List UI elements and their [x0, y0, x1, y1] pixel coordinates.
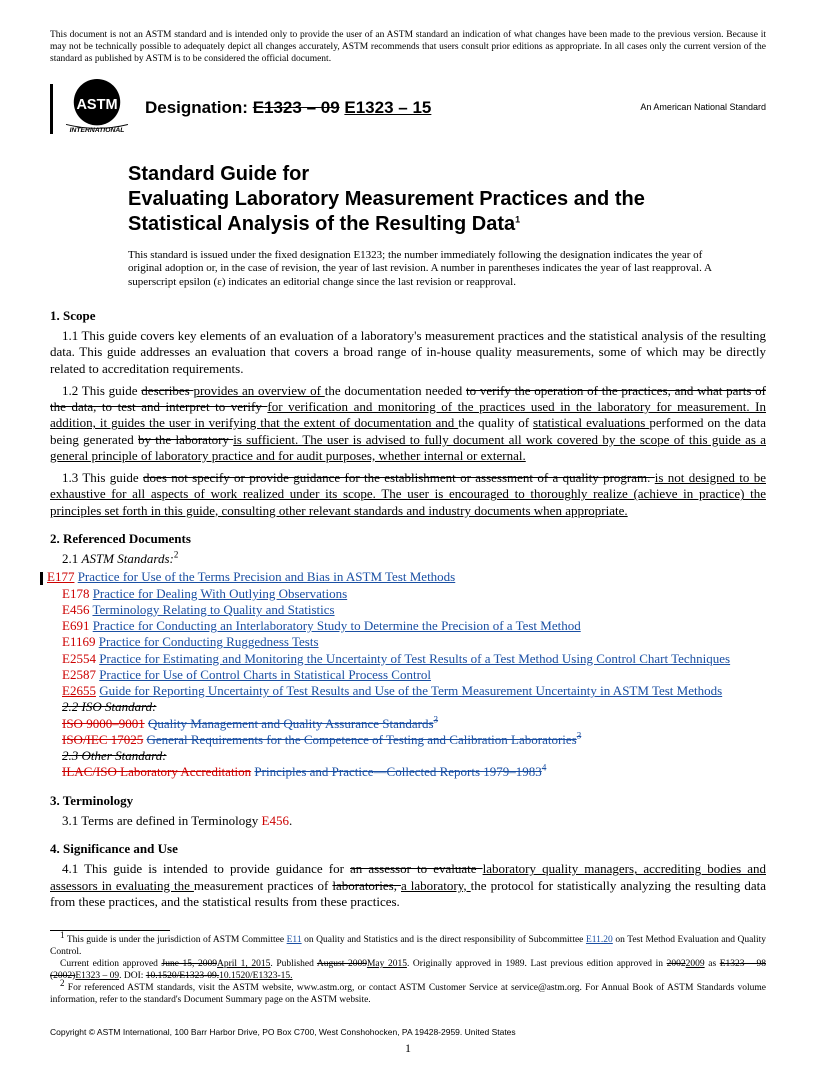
ref-iso9000: ISO 9000–9001 Quality Management and Qua… — [62, 716, 766, 732]
disclaimer-note: This document is not an ASTM standard an… — [50, 30, 766, 66]
header-row: ASTM INTERNATIONAL Designation: E1323 – … — [50, 78, 766, 138]
footnote-2: 2 For referenced ASTM standards, visit t… — [50, 983, 766, 1007]
section-4-head: 4. Significance and Use — [50, 841, 766, 857]
ref-2-2-head: 2.2 ISO Standard: — [62, 699, 766, 715]
footnote-rule — [50, 930, 170, 931]
para-1-3: 1.3 This guide does not specify or provi… — [50, 470, 766, 519]
para-1-2: 1.2 This guide describes provides an ove… — [50, 383, 766, 464]
astm-logo: ASTM INTERNATIONAL — [63, 78, 131, 138]
ref-iso17025: ISO/IEC 17025 General Requirements for t… — [62, 732, 766, 748]
ref-e2587: E2587 Practice for Use of Control Charts… — [62, 667, 766, 683]
document-title: Standard Guide for Evaluating Laboratory… — [128, 162, 766, 237]
ref-e1169: E1169 Practice for Conducting Ruggedness… — [62, 634, 766, 650]
ref-e2554: E2554 Practice for Estimating and Monito… — [62, 651, 766, 667]
issuance-note: This standard is issued under the fixed … — [128, 249, 726, 290]
para-1-1: 1.1 This guide covers key elements of an… — [50, 328, 766, 377]
section-2-head: 2. Referenced Documents — [50, 531, 766, 547]
svg-text:INTERNATIONAL: INTERNATIONAL — [70, 127, 125, 134]
ref-e691: E691 Practice for Conducting an Interlab… — [62, 618, 766, 634]
ref-e456: E456 Terminology Relating to Quality and… — [62, 602, 766, 618]
para-2-1: 2.1 ASTM Standards:2 — [50, 551, 766, 567]
ref-e178: E178 Practice for Dealing With Outlying … — [62, 586, 766, 602]
ref-e2655: E2655 Guide for Reporting Uncertainty of… — [62, 683, 766, 699]
page-number: 1 — [50, 1041, 766, 1056]
designation: Designation: E1323 – 09 E1323 – 15 — [145, 97, 431, 118]
section-1-head: 1. Scope — [50, 308, 766, 324]
ansi-note: An American National Standard — [640, 102, 766, 113]
footnote-1: 1 This guide is under the jurisdiction o… — [50, 935, 766, 959]
svg-text:ASTM: ASTM — [76, 97, 117, 113]
para-3-1: 3.1 Terms are defined in Terminology E45… — [50, 813, 766, 829]
ref-e177: E177 Practice for Use of the Terms Preci… — [62, 569, 766, 585]
para-4-1: 4.1 This guide is intended to provide gu… — [50, 861, 766, 910]
ref-ilac: ILAC/ISO Laboratory Accreditation Princi… — [62, 764, 766, 780]
copyright: Copyright © ASTM International, 100 Barr… — [50, 1027, 766, 1038]
footnote-1b: Current edition approved June 15, 2009Ap… — [50, 959, 766, 983]
section-3-head: 3. Terminology — [50, 793, 766, 809]
ref-2-3-head: 2.3 Other Standard: — [62, 748, 766, 764]
